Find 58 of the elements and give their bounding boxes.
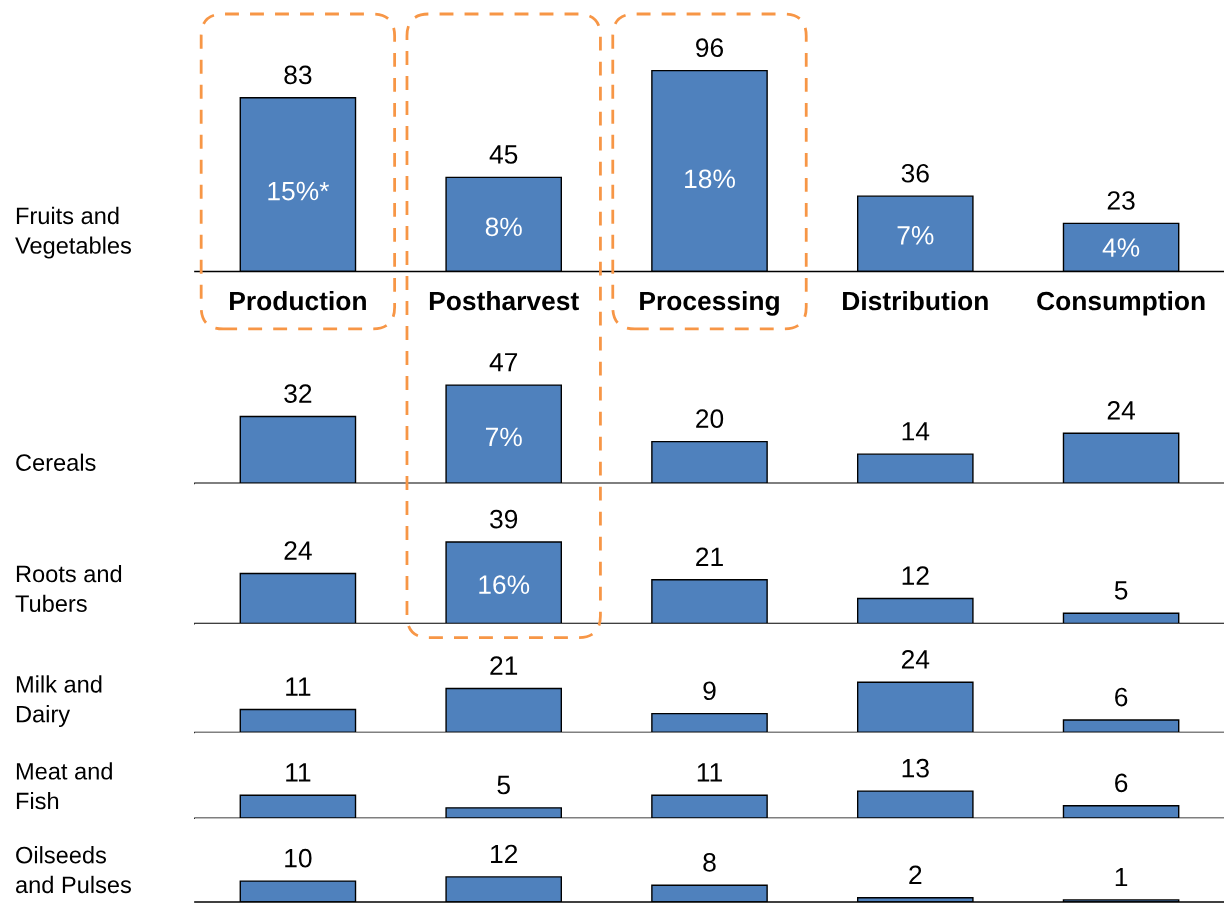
data-label: 96 (696, 38, 724, 58)
bar (1062, 432, 1180, 484)
data-label: 20 (696, 409, 724, 429)
data-label: 1 (1115, 867, 1128, 887)
y-axis-title: Cereals (16, 453, 96, 471)
data-label: 9 (703, 681, 716, 701)
data-label: 11 (286, 763, 311, 782)
data-label: 23 (1107, 191, 1135, 210)
bar (445, 687, 563, 733)
bar (856, 681, 974, 733)
x-tick-label: Consumption (1037, 290, 1205, 316)
bar (1062, 719, 1180, 733)
y-axis-title: Fruits and Vegetables (15, 206, 131, 259)
data-label: 11 (286, 677, 311, 696)
annotation: 15%* (268, 181, 330, 201)
data-label: 24 (284, 541, 312, 560)
x-tick-label: Processing (640, 290, 779, 316)
data-label: 6 (1115, 773, 1128, 793)
data-label: 12 (902, 566, 929, 585)
annotation: 7% (897, 226, 934, 245)
y-axis-title: Milk and Dairy (16, 675, 102, 728)
annotation: 8% (485, 217, 522, 237)
annotation: 18% (685, 169, 735, 189)
data-label: 47 (489, 353, 518, 372)
y-axis-title: Oilseeds and Pulses (16, 846, 131, 894)
annotation: 7% (485, 427, 522, 447)
data-label: 21 (490, 656, 518, 675)
y-axis-title: Roots and Tubers (15, 564, 122, 612)
bar (651, 440, 768, 484)
data-label: 83 (284, 65, 312, 85)
bar (239, 415, 357, 484)
bar (651, 712, 768, 733)
data-label: 5 (497, 775, 510, 795)
bar (239, 708, 357, 733)
data-label: 21 (696, 547, 723, 566)
data-label: 24 (901, 650, 930, 669)
x-tick-label: Postharvest (429, 290, 579, 311)
annotation: 4% (1102, 238, 1140, 257)
data-label: 32 (284, 384, 312, 403)
x-tick-label: Production (230, 290, 366, 311)
data-label: 36 (901, 163, 929, 183)
x-tick-label: Distribution (843, 290, 988, 311)
data-label: 12 (491, 844, 518, 864)
data-label: 2 (909, 865, 922, 885)
y-axis-title: Meat and Fish (16, 762, 112, 810)
data-label: 11 (697, 763, 722, 782)
data-label: 45 (489, 145, 518, 164)
data-label: 10 (285, 848, 312, 868)
data-label: 14 (902, 422, 930, 441)
data-label: 24 (1107, 400, 1136, 420)
annotation: 16% (479, 575, 530, 595)
data-label: 6 (1115, 687, 1128, 707)
bar (856, 453, 974, 484)
data-label: 13 (902, 758, 929, 778)
data-label: 5 (1114, 581, 1128, 600)
data-label: 39 (490, 509, 518, 529)
bar (445, 384, 563, 484)
data-label: 8 (703, 853, 716, 872)
